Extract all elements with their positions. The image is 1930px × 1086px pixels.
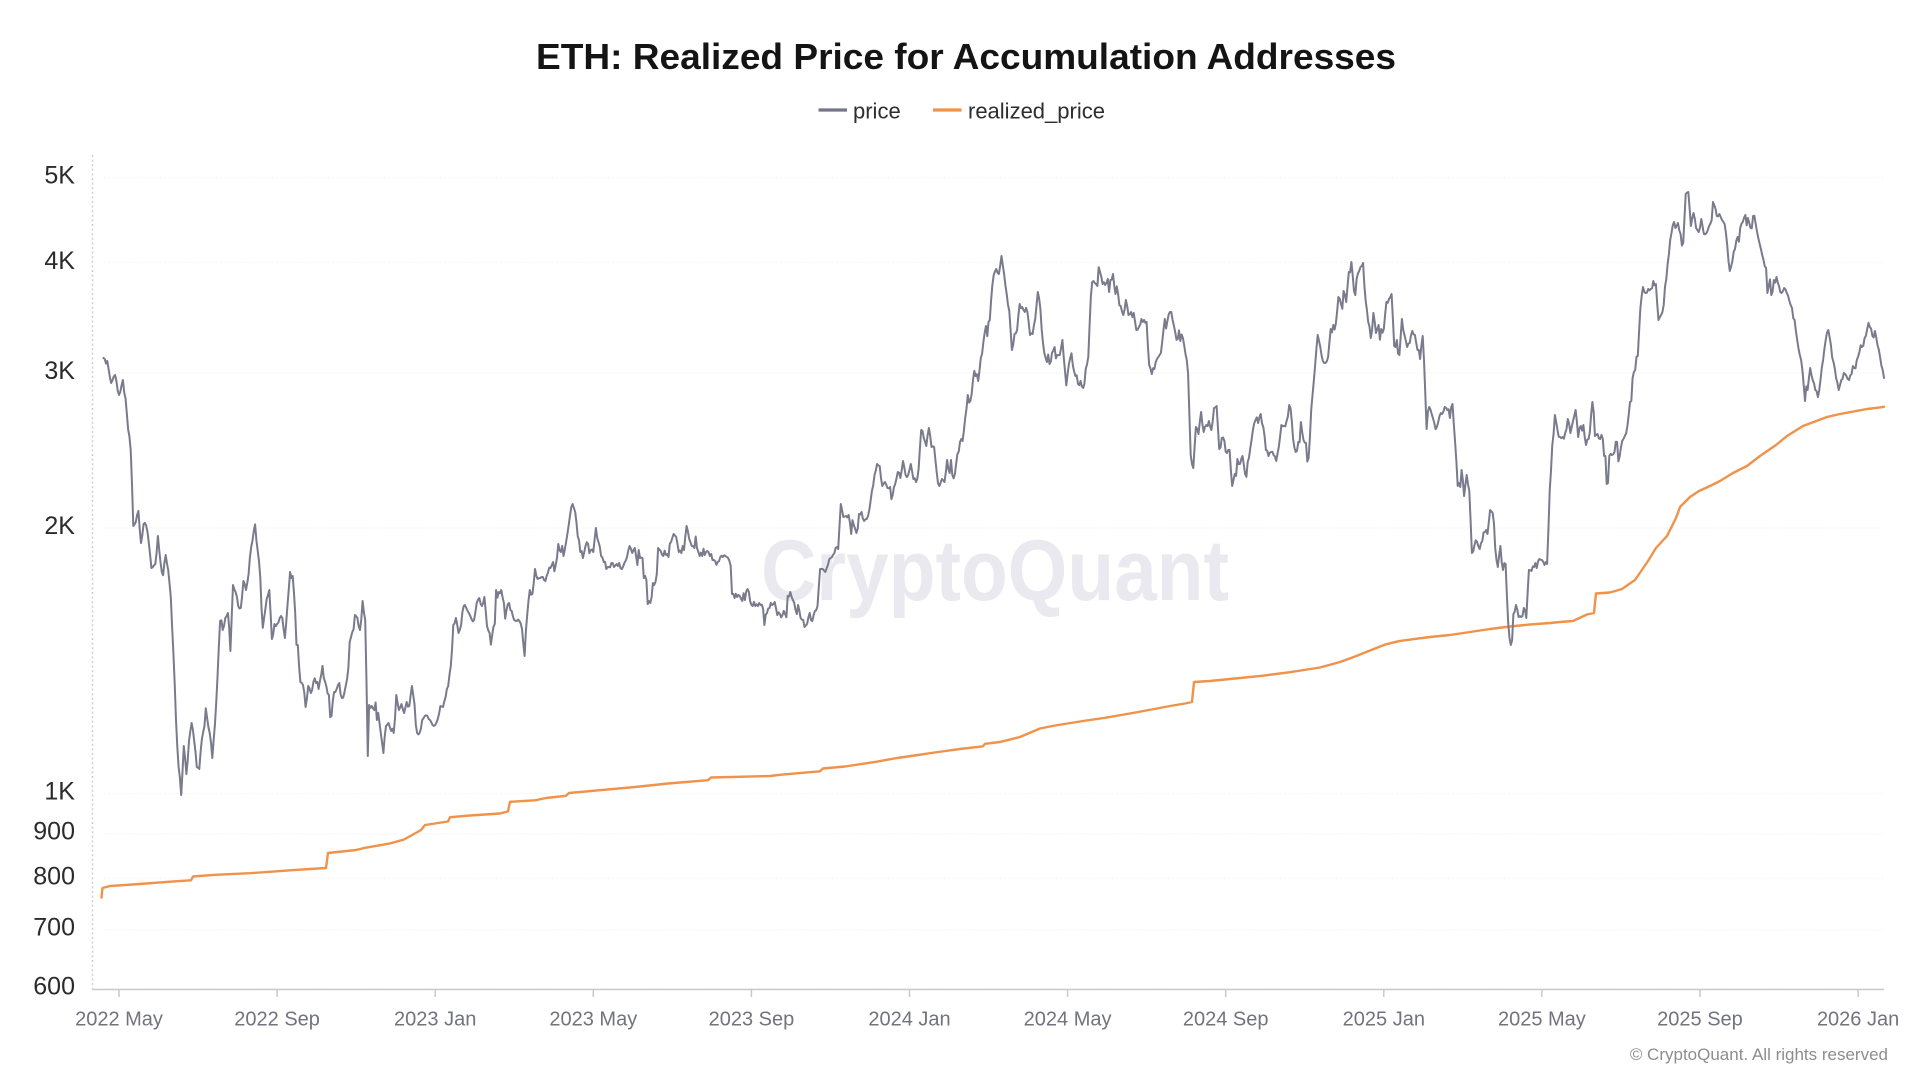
svg-text:2024 May: 2024 May xyxy=(1024,1009,1112,1031)
svg-text:price: price xyxy=(853,99,901,124)
svg-text:2022 Sep: 2022 Sep xyxy=(234,1009,320,1031)
svg-text:2024 Sep: 2024 Sep xyxy=(1183,1009,1269,1031)
svg-text:2024 Jan: 2024 Jan xyxy=(868,1009,950,1031)
svg-text:800: 800 xyxy=(33,863,75,891)
svg-text:CryptoQuant: CryptoQuant xyxy=(761,523,1229,619)
svg-text:2022 May: 2022 May xyxy=(75,1009,163,1031)
svg-text:700: 700 xyxy=(33,914,75,942)
svg-text:3K: 3K xyxy=(44,357,75,385)
svg-text:realized_price: realized_price xyxy=(968,99,1105,124)
svg-text:900: 900 xyxy=(33,818,75,846)
svg-text:2025 Jan: 2025 Jan xyxy=(1343,1009,1425,1031)
svg-text:600: 600 xyxy=(33,973,75,1001)
svg-text:2026 Jan: 2026 Jan xyxy=(1817,1009,1899,1031)
svg-text:2023 May: 2023 May xyxy=(549,1009,637,1031)
svg-text:2025 Sep: 2025 Sep xyxy=(1657,1009,1743,1031)
svg-text:2023 Sep: 2023 Sep xyxy=(709,1009,795,1031)
svg-text:5K: 5K xyxy=(44,161,75,189)
svg-text:2025 May: 2025 May xyxy=(1498,1009,1586,1031)
svg-text:4K: 4K xyxy=(44,247,75,275)
svg-text:2K: 2K xyxy=(44,512,75,540)
svg-text:1K: 1K xyxy=(44,777,75,805)
svg-text:ETH: Realized Price for Accumu: ETH: Realized Price for Accumulation Add… xyxy=(536,36,1396,77)
svg-text:© CryptoQuant. All rights rese: © CryptoQuant. All rights reserved xyxy=(1630,1045,1888,1064)
svg-text:2023 Jan: 2023 Jan xyxy=(394,1009,476,1031)
